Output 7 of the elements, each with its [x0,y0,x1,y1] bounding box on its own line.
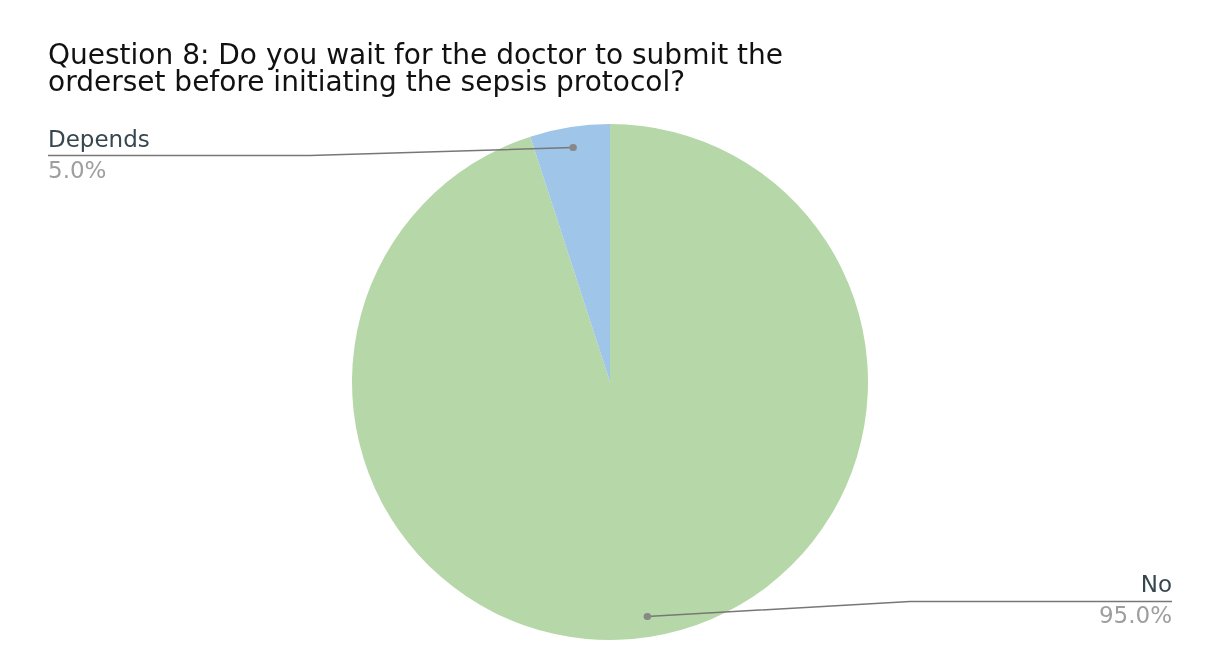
slice-label: No [1140,571,1172,598]
slice-label: Depends [48,125,150,152]
data-label: 5.0% [48,156,107,183]
data-label: 95.0% [1098,602,1172,629]
chart-title: Question 8: Do you wait for the doctor to submit the orderset before initiating the sepsis protocol? [48,38,784,98]
pie-slice [530,124,610,382]
pie-slice [352,124,868,640]
